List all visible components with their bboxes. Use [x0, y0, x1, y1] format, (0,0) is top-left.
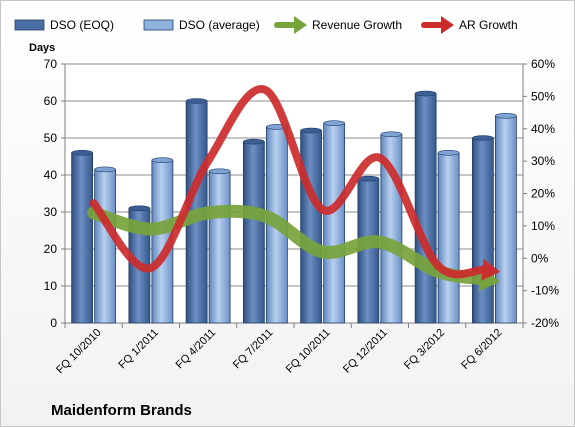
y-tick-label: 50	[44, 131, 58, 145]
bar-dso-average	[437, 152, 460, 324]
bar-cap	[208, 168, 231, 175]
y-tick-label: 0	[50, 316, 57, 330]
y-tick-label: 10	[44, 279, 58, 293]
y-tick-label: 70	[44, 57, 58, 71]
x-tick-label: FQ 4/2011	[174, 327, 219, 372]
bar-dso-average	[208, 170, 231, 324]
x-tick-label: FQ 10/2010	[54, 327, 104, 377]
bar-dso-average	[323, 122, 346, 324]
y-tick-label: 60	[44, 94, 58, 108]
y2-tick-label: 20%	[531, 187, 555, 201]
bar-dso-eoq	[242, 141, 265, 324]
legend-swatch-dso-eoq	[14, 19, 45, 31]
legend-label-dso-eoq: DSO (EOQ)	[50, 18, 114, 32]
y2-tick-label: 30%	[531, 154, 555, 168]
y2-tick-label: 60%	[531, 57, 555, 71]
bar-dso-eoq	[471, 137, 494, 324]
ar-growth-arrowhead	[481, 258, 501, 281]
bar-dso-average	[494, 115, 517, 324]
y-tick-label: 30	[44, 205, 58, 219]
y2-tick-label: 10%	[531, 219, 555, 233]
bar-cap	[472, 135, 494, 141]
revenue-growth-line	[87, 204, 488, 286]
plot-area: 0 10 20 30 40 50 60 70 -20% -10% 0% 10% 20% 30% 40% 50%…	[44, 57, 560, 376]
ar-growth-line	[89, 85, 487, 279]
x-tick-label: FQ 7/2011	[231, 327, 276, 372]
y2-tick-label: 0%	[531, 251, 549, 265]
bar-cap	[243, 138, 265, 145]
bar-cap	[185, 98, 208, 104]
legend-label-revenue-growth: Revenue Growth	[312, 18, 402, 32]
legend-label-dso-average: DSO (average)	[179, 18, 260, 32]
bar-cap	[437, 150, 460, 156]
bar-cap	[380, 131, 403, 138]
y-axis-title: Days	[29, 42, 55, 54]
x-tick-label: FQ 12/2011	[341, 327, 390, 376]
legend-swatch-dso-average	[143, 19, 174, 31]
x-tick-label: FQ 1/2011	[116, 327, 161, 372]
y2-tick-label: -20%	[531, 316, 559, 330]
bar-cap	[323, 120, 345, 126]
bar-cap	[151, 157, 174, 163]
brand-title: Maidenform Brands	[51, 402, 192, 419]
legend-label-ar-growth: AR Growth	[459, 18, 518, 32]
bar-cap	[128, 205, 151, 212]
bar-cap	[94, 166, 116, 173]
y2-tick-label: 40%	[531, 122, 555, 136]
x-tick-label: FQ 6/2012	[459, 327, 504, 372]
x-tick-label: FQ 3/2012	[402, 327, 447, 372]
legend-arrow-revenue-growth	[294, 16, 307, 34]
bar-cap	[300, 127, 322, 134]
bar-dso-eoq	[71, 152, 94, 324]
bar-dso-average	[94, 169, 117, 324]
bar-dso-eoq	[414, 93, 437, 324]
bar-cap	[495, 113, 517, 119]
bar-cap	[414, 90, 437, 97]
bar-cap	[71, 150, 93, 156]
x-tick-label: FQ 10/2011	[284, 327, 333, 376]
y-tick-label: 20	[44, 242, 58, 256]
y2-tick-label: -10%	[531, 284, 559, 298]
bar-cap	[357, 175, 380, 182]
y2-tick-label: 50%	[531, 89, 555, 103]
y-tick-label: 40	[44, 168, 58, 182]
legend-arrow-ar-growth	[441, 16, 454, 34]
bar-dso-eoq	[300, 130, 323, 324]
legend: DSO (EOQ) DSO (average) Revenue Growth AR G…	[14, 16, 518, 34]
